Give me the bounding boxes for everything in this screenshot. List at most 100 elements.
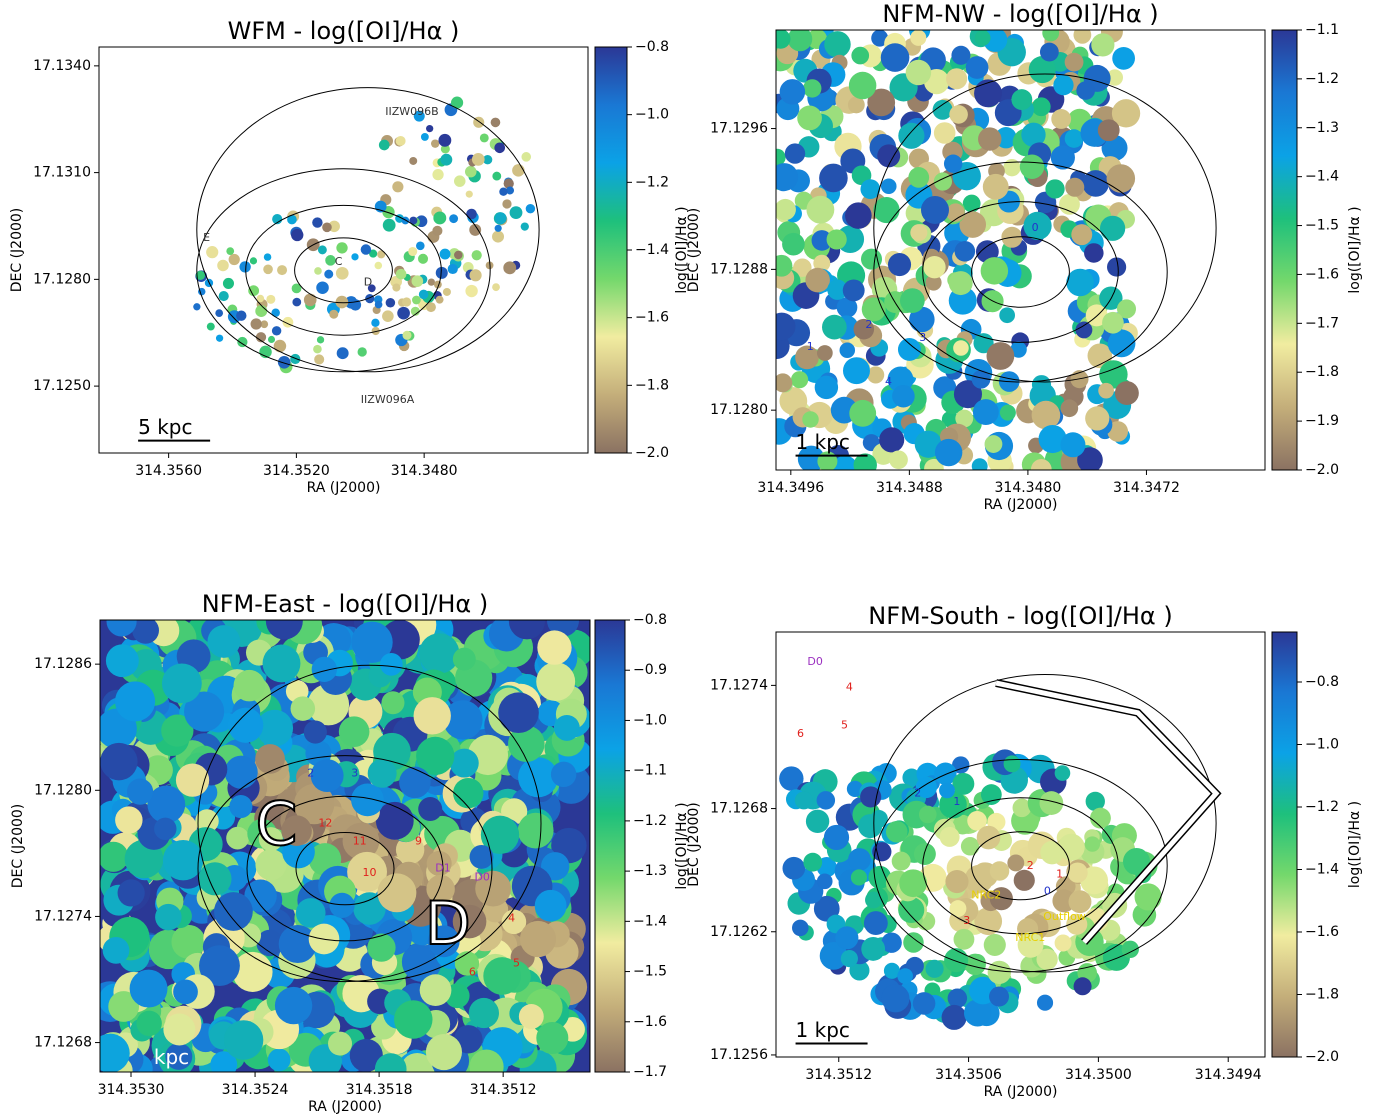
annotation: 6 (469, 966, 476, 979)
map-cell (483, 957, 521, 995)
annotation: 4 (846, 680, 853, 693)
map-cell (1023, 211, 1052, 240)
map-cell (469, 269, 482, 282)
map-cell (1007, 854, 1025, 872)
y-tick-label: 17.1310 (33, 165, 91, 181)
map-cell (892, 384, 915, 408)
map-cell (1060, 399, 1079, 418)
map-cell (468, 997, 499, 1029)
map-cell (883, 962, 900, 979)
map-cell (779, 79, 806, 105)
map-cell (425, 1033, 462, 1071)
map-cell (256, 929, 283, 957)
map-cell (1084, 243, 1104, 263)
annotation: 5 kpc (138, 415, 192, 439)
x-axis-label: RA (J2000) (307, 480, 381, 496)
map-cell (902, 768, 921, 787)
map-cell (974, 907, 1003, 936)
contour (922, 797, 1119, 935)
map-cell (106, 620, 137, 637)
colorbar-label: log([OI]/Hα ) (674, 206, 690, 293)
map-cell (193, 303, 201, 311)
map-cell (155, 903, 182, 931)
x-tick-label: 314.3494 (1195, 1067, 1262, 1083)
contour (196, 87, 540, 373)
map-cell (317, 245, 327, 255)
map-cell (1082, 170, 1109, 197)
map-cell (835, 926, 859, 950)
map-cell (100, 1033, 130, 1072)
map-cell (910, 224, 928, 242)
annotation: 12 (318, 816, 332, 829)
map-cell (492, 283, 500, 292)
map-cell (266, 294, 276, 304)
map-cell (100, 742, 138, 781)
map-cell (1102, 311, 1124, 334)
colorbar-tick-label: −1.9 (1305, 413, 1339, 429)
map-cell (249, 257, 258, 265)
map-cell (420, 132, 429, 141)
axes-frame (775, 631, 1266, 1058)
map-cell (255, 332, 267, 343)
map-cell (517, 812, 554, 849)
map-cell (1107, 329, 1136, 358)
map-cell (163, 1013, 196, 1046)
map-cell (1031, 459, 1052, 470)
map-cell (495, 212, 507, 225)
annotation: IIZW096A (361, 393, 415, 406)
map-cell (217, 259, 229, 272)
map-cell (136, 1010, 162, 1037)
map-cell (367, 284, 376, 293)
map-cell (466, 208, 477, 220)
map-cell (1106, 69, 1124, 86)
map-cell (805, 809, 830, 834)
x-tick-label: 314.3472 (1113, 480, 1180, 496)
map-cell (198, 862, 232, 896)
map-cell (480, 815, 520, 854)
map-cell (795, 345, 819, 370)
map-cell (899, 288, 925, 313)
y-tick-label: 17.1250 (33, 378, 91, 394)
map-cell (281, 815, 312, 846)
map-cell (898, 896, 925, 924)
colorbar-tick-label: −1.2 (1305, 71, 1339, 87)
map-cell (237, 336, 248, 348)
axes-frame (775, 29, 1266, 471)
map-cell (933, 122, 956, 144)
map-cell (335, 295, 349, 309)
map-cell (986, 342, 1015, 370)
map-cell (814, 375, 839, 400)
map-cell (322, 222, 332, 233)
map-cell (782, 232, 805, 256)
map-cell (316, 336, 325, 344)
map-cell (427, 925, 460, 958)
colorbar-tick-label: −0.8 (1305, 674, 1339, 690)
map-cell (865, 891, 882, 909)
y-tick-label: 17.1280 (34, 782, 92, 798)
annotation: 1 kpc (796, 430, 850, 454)
map-cell (410, 306, 420, 316)
map-cell (290, 353, 301, 365)
x-tick-label: 314.3530 (98, 1082, 165, 1098)
map-cell (824, 31, 851, 58)
map-cell (503, 261, 517, 275)
map-cell (206, 246, 219, 259)
map-cell (351, 253, 359, 261)
map-cell (303, 293, 317, 307)
map-cell (910, 30, 927, 46)
map-cell (267, 1048, 291, 1072)
map-cell (915, 776, 937, 799)
map-cell (499, 187, 508, 196)
map-cell (779, 766, 804, 791)
annotation: 6 (797, 727, 804, 740)
contour (295, 831, 395, 906)
map-cell (787, 30, 813, 52)
map-cell (115, 681, 156, 722)
map-cell (1036, 994, 1054, 1011)
map-cell (439, 248, 451, 260)
map-cell (1106, 164, 1136, 193)
map-cell (442, 287, 451, 296)
x-tick-label: 314.3480 (995, 480, 1062, 496)
y-axis-label: DEC (J2000) (686, 802, 702, 887)
map-cell (271, 308, 280, 317)
